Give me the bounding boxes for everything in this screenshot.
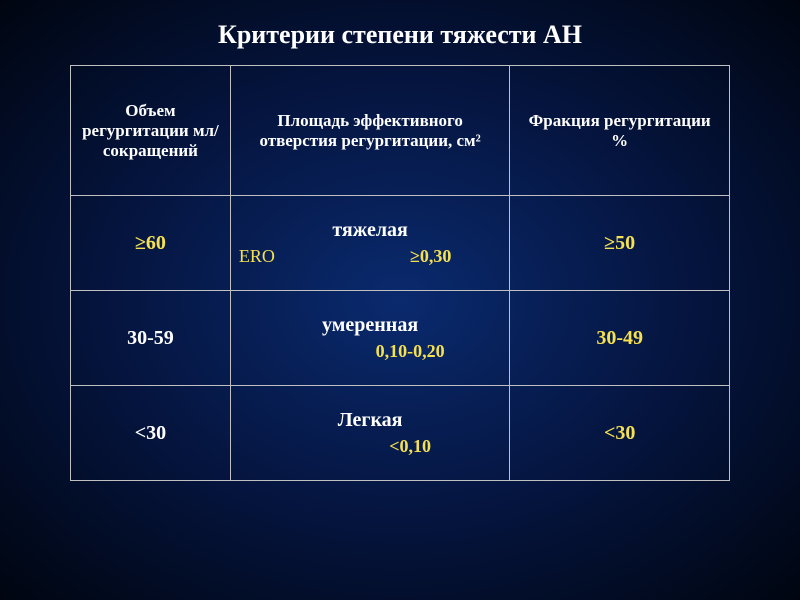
moderate-fraction: 30-49 [596, 327, 643, 349]
header-area: Площадь эффективного отверстия регургита… [230, 66, 509, 196]
slide-title: Критерии степени тяжести АН [218, 20, 582, 50]
moderate-volume-cell: 30-59 [71, 291, 231, 386]
severe-fraction-cell: ≥50 [510, 196, 730, 291]
severe-volume-cell: ≥60 [71, 196, 231, 291]
criteria-table: Объем регургитации мл/сокращений Площадь… [70, 65, 730, 481]
severe-volume: ≥60 [135, 232, 166, 254]
moderate-area-cell: умеренная 0,10-0,20 [230, 291, 509, 386]
mild-volume: <30 [135, 422, 166, 444]
mild-fraction-cell: <30 [510, 386, 730, 481]
mild-area-cell: Легкая <0,10 [230, 386, 509, 481]
moderate-volume: 30-59 [127, 327, 174, 349]
moderate-value: 0,10-0,20 [239, 341, 501, 362]
mild-row: <30 Легкая <0,10 <30 [71, 386, 730, 481]
mild-value: <0,10 [239, 436, 501, 457]
header-row: Объем регургитации мл/сокращений Площадь… [71, 66, 730, 196]
header-fraction: Фракция регургитации % [510, 66, 730, 196]
moderate-fraction-cell: 30-49 [510, 291, 730, 386]
mild-fraction: <30 [604, 422, 635, 444]
severe-area-cell: тяжелая ERO ≥0,30 [230, 196, 509, 291]
header-volume: Объем регургитации мл/сокращений [71, 66, 231, 196]
severe-label: тяжелая [332, 219, 408, 241]
moderate-label: умеренная [322, 314, 418, 336]
ero-label: ERO [239, 246, 275, 267]
ero-value: ≥0,30 [410, 246, 451, 267]
severe-fraction: ≥50 [604, 232, 635, 254]
severe-row: ≥60 тяжелая ERO ≥0,30 ≥50 [71, 196, 730, 291]
mild-label: Легкая [338, 409, 403, 431]
mild-volume-cell: <30 [71, 386, 231, 481]
moderate-row: 30-59 умеренная 0,10-0,20 30-49 [71, 291, 730, 386]
